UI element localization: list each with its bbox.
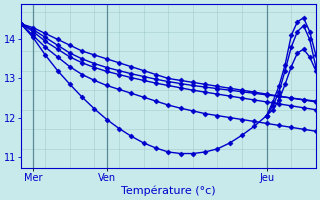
X-axis label: Température (°c): Température (°c): [121, 185, 216, 196]
